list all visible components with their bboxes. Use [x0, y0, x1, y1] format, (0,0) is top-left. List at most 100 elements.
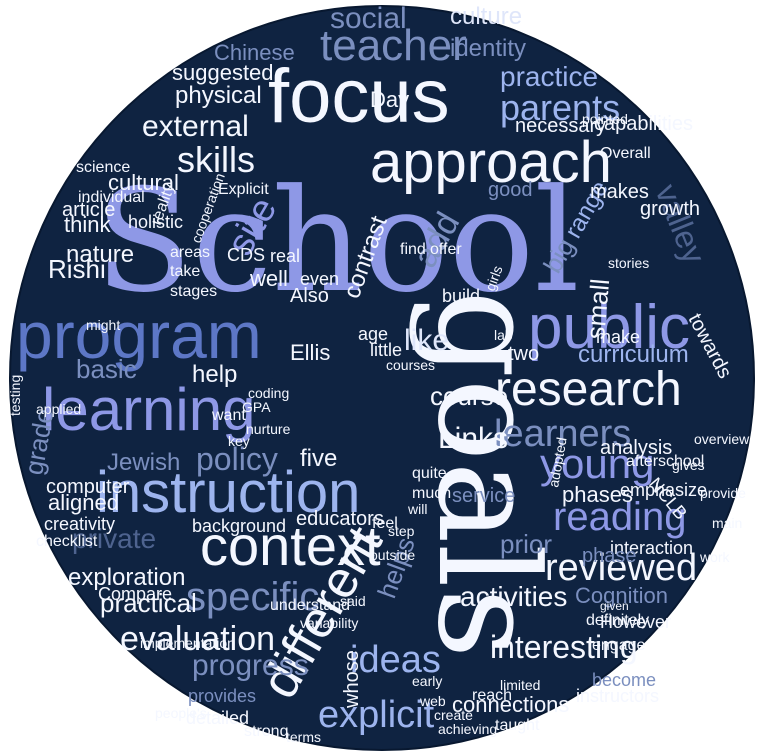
cloud-word-private: private: [72, 523, 156, 554]
cloud-word-understand: understand: [270, 597, 350, 614]
cloud-word-provides: provides: [188, 686, 256, 706]
cloud-word-identity: identity: [450, 35, 526, 62]
cloud-word-computer: computer: [46, 476, 130, 498]
cloud-word-background: background: [192, 516, 286, 536]
cloud-word-real: real: [270, 246, 300, 266]
cloud-word-implementation: implementation: [140, 635, 235, 651]
cloud-word-two: two: [508, 343, 539, 365]
cloud-word-good: good: [488, 179, 533, 201]
cloud-word-overall: Overall: [600, 145, 651, 162]
cloud-word-instruction: instruction: [96, 460, 360, 525]
cloud-word-like: like: [404, 324, 449, 357]
cloud-word-overview: overview: [694, 431, 750, 447]
cloud-word-want: want: [211, 407, 246, 424]
cloud-word-key: key: [228, 433, 250, 449]
cloud-word-analysis: analysis: [600, 437, 672, 459]
cloud-word-provide: provide: [700, 485, 746, 501]
cloud-word-phases: phases: [562, 482, 633, 507]
cloud-word-necessary: necessary: [515, 115, 606, 137]
cloud-word-also: Also: [290, 285, 329, 307]
cloud-word-engage: engage: [592, 637, 645, 654]
cloud-word-however: However: [600, 612, 671, 632]
cloud-word-interaction: interaction: [610, 538, 693, 558]
cloud-word-science: science: [76, 159, 130, 176]
cloud-word-stages: stages: [170, 283, 217, 300]
cloud-word-prior: prior: [500, 529, 552, 559]
cloud-word-culture: culture: [450, 3, 522, 30]
cloud-word-checklist: checklist: [36, 533, 98, 550]
cloud-word-makes: makes: [590, 181, 649, 203]
cloud-word-creativity: creativity: [44, 514, 115, 534]
cloud-word-interesting: interesting: [490, 629, 638, 665]
cloud-word-well: well: [249, 266, 288, 291]
cloud-word-age: age: [358, 324, 388, 344]
cloud-word-nurture: nurture: [246, 421, 291, 437]
cloud-word-compare: Compare: [98, 584, 172, 604]
cloud-word-growth: growth: [640, 198, 700, 220]
cloud-word-cds: CDS: [227, 245, 265, 265]
cloud-word-teacher: teacher: [320, 21, 467, 70]
cloud-word-program: program: [16, 298, 262, 372]
cloud-word-aligned: aligned: [48, 490, 119, 515]
cloud-word-reading: reading: [553, 495, 686, 539]
cloud-word-connections: connections: [452, 692, 569, 717]
cloud-word-reviewed: reviewed: [545, 547, 697, 589]
cloud-word-goals: goals: [407, 290, 568, 659]
cloud-word-web: web: [419, 693, 446, 709]
cloud-word-coding: coding: [248, 385, 289, 401]
cloud-word-social: social: [330, 2, 407, 35]
cloud-word-individual: individual: [78, 189, 145, 206]
cloud-word-even: even: [300, 269, 339, 289]
cloud-word-cognition: Cognition: [575, 583, 668, 608]
cloud-word-physical: physical: [175, 82, 262, 109]
cloud-word-terms: terms: [286, 729, 321, 745]
cloud-word-applied: applied: [36, 401, 81, 417]
cloud-word-given: given: [600, 599, 629, 613]
cloud-word-nature: nature: [66, 241, 134, 268]
cloud-word-policy: policy: [196, 441, 278, 477]
cloud-word-offer: offer: [430, 241, 462, 258]
cloud-word-taught: taught: [495, 717, 540, 734]
cloud-word-small: small: [580, 277, 615, 340]
cloud-word-build: build: [442, 286, 480, 306]
cloud-word-testing: testing: [7, 375, 23, 416]
cloud-word-strong: strong: [244, 723, 288, 740]
cloud-word-exploration: exploration: [68, 564, 185, 591]
cloud-word-five: five: [300, 445, 337, 472]
cloud-word-variability: variability: [300, 615, 358, 631]
cloud-word-phase: phase: [582, 545, 637, 567]
cloud-word-find: find: [400, 241, 426, 258]
cloud-word-specific: specific: [186, 575, 319, 619]
cloud-word-main: main: [712, 515, 742, 531]
cloud-word-much: much: [412, 485, 451, 502]
cloud-word-definitely: definitely: [586, 612, 649, 629]
cloud-word-instructors: instructors: [576, 686, 659, 706]
cloud-word-create: create: [434, 707, 473, 723]
cloud-word-public: public: [528, 293, 690, 362]
cloud-word-skills: skills: [177, 139, 255, 180]
cloud-word-reach: reach: [472, 687, 512, 704]
cloud-word-young: young: [540, 440, 654, 487]
cloud-word-step: step: [388, 523, 415, 539]
cloud-word-rishi: Rishi: [48, 254, 106, 284]
cloud-word-day: Day: [370, 87, 409, 112]
cloud-word-jewish: Jewish: [107, 449, 180, 476]
cloud-word-make: make: [596, 327, 640, 347]
cloud-word-stories: stories: [608, 255, 649, 271]
cloud-word-whose: whose: [341, 650, 363, 709]
cloud-word-learners: learners: [494, 413, 631, 455]
cloud-word-cultural: cultural: [108, 170, 179, 195]
cloud-word-activities: activities: [460, 581, 567, 612]
cloud-word-emphasize: emphasize: [620, 480, 707, 500]
cloud-word-parents: parents: [500, 87, 620, 128]
cloud-word-become: become: [592, 670, 656, 690]
cloud-word-external: external: [142, 110, 249, 143]
cloud-circle-background: [9, 5, 755, 751]
cloud-word-feel: feel: [372, 515, 398, 532]
cloud-word-course: course: [430, 381, 508, 411]
cloud-word-basic: basic: [76, 354, 137, 384]
cloud-word-practice: practice: [500, 61, 598, 92]
cloud-word-outside: outside: [370, 547, 415, 563]
cloud-word-areas: areas: [170, 244, 210, 261]
cloud-word-service: service: [452, 485, 515, 507]
